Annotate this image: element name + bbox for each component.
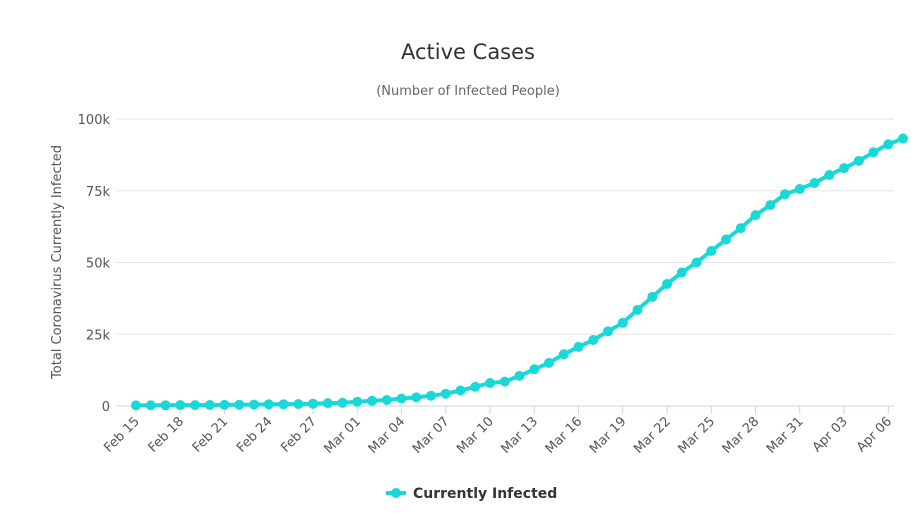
series-line bbox=[134, 136, 905, 408]
data-point[interactable] bbox=[396, 393, 407, 404]
x-tick-label: Mar 13 bbox=[499, 414, 542, 457]
x-tick-label: Mar 31 bbox=[764, 414, 807, 457]
data-point[interactable] bbox=[263, 399, 274, 410]
data-point[interactable] bbox=[853, 155, 864, 166]
data-point[interactable] bbox=[529, 364, 540, 375]
data-point[interactable] bbox=[898, 133, 908, 144]
x-tick-label: Mar 25 bbox=[676, 414, 719, 457]
y-tick-label: 100k bbox=[78, 113, 111, 128]
data-point[interactable] bbox=[160, 400, 171, 411]
data-point[interactable] bbox=[824, 170, 835, 180]
data-point[interactable] bbox=[440, 388, 451, 399]
data-point[interactable] bbox=[485, 378, 495, 388]
x-tick-label: Feb 18 bbox=[146, 414, 188, 456]
grid-lines bbox=[116, 118, 894, 407]
series-currently-infected bbox=[131, 133, 908, 411]
x-tick-label: Mar 07 bbox=[410, 414, 453, 457]
y-tick-label: 0 bbox=[102, 400, 110, 415]
x-tick-label: Mar 01 bbox=[322, 414, 365, 457]
legend-label: Currently Infected bbox=[413, 486, 557, 502]
data-point[interactable] bbox=[175, 400, 186, 411]
data-point[interactable] bbox=[190, 400, 200, 411]
chart-title: Active Cases bbox=[401, 40, 535, 64]
x-tick-label: Feb 27 bbox=[278, 414, 320, 456]
data-point[interactable] bbox=[293, 399, 304, 409]
data-point[interactable] bbox=[721, 234, 731, 245]
x-tick-label: Feb 21 bbox=[190, 414, 232, 456]
data-point[interactable] bbox=[145, 400, 156, 411]
data-point[interactable] bbox=[588, 335, 599, 345]
data-point[interactable] bbox=[573, 341, 584, 352]
legend-marker-symbol bbox=[391, 488, 401, 498]
data-point[interactable] bbox=[352, 396, 363, 407]
x-tick-label: Mar 28 bbox=[720, 414, 763, 457]
data-point[interactable] bbox=[647, 291, 658, 302]
y-tick-label: 25k bbox=[86, 328, 111, 343]
data-point[interactable] bbox=[868, 147, 879, 158]
x-tick-label: Feb 15 bbox=[101, 414, 143, 456]
data-point[interactable] bbox=[426, 390, 436, 401]
data-point[interactable] bbox=[839, 163, 849, 174]
data-point[interactable] bbox=[750, 210, 761, 221]
data-point[interactable] bbox=[131, 400, 141, 411]
data-point[interactable] bbox=[603, 326, 613, 337]
x-tick-label: Feb 24 bbox=[234, 414, 276, 456]
data-point[interactable] bbox=[676, 267, 687, 278]
data-point[interactable] bbox=[691, 257, 702, 268]
data-point[interactable] bbox=[780, 189, 790, 200]
data-point[interactable] bbox=[204, 400, 215, 410]
data-point[interactable] bbox=[455, 385, 466, 396]
chart-subtitle: (Number of Infected People) bbox=[376, 84, 560, 99]
data-point[interactable] bbox=[499, 376, 510, 387]
x-tick-label: Apr 06 bbox=[854, 414, 895, 455]
data-point[interactable] bbox=[411, 392, 422, 403]
x-tick-label: Apr 03 bbox=[810, 414, 851, 455]
data-point[interactable] bbox=[514, 370, 525, 381]
data-point[interactable] bbox=[662, 279, 672, 289]
data-point[interactable] bbox=[809, 178, 820, 188]
data-point[interactable] bbox=[470, 381, 481, 392]
data-point[interactable] bbox=[322, 398, 333, 409]
data-point[interactable] bbox=[278, 399, 289, 410]
y-tick-label: 75k bbox=[86, 185, 111, 200]
data-point[interactable] bbox=[706, 246, 717, 256]
data-point[interactable] bbox=[794, 184, 805, 194]
data-point[interactable] bbox=[308, 398, 318, 409]
y-axis-ticks: 0 25k 50k 75k 100k bbox=[78, 113, 111, 415]
y-tick-label: 50k bbox=[86, 257, 111, 272]
x-axis-ticks: Feb 15 Feb 18 Feb 21 Feb 24 Feb 27 Mar 01 Mar … bbox=[101, 406, 895, 457]
data-point[interactable] bbox=[632, 304, 643, 315]
data-point[interactable] bbox=[883, 139, 894, 150]
y-axis-title: Total Coronavirus Currently Infected bbox=[50, 145, 65, 380]
data-point[interactable] bbox=[544, 357, 554, 368]
data-point[interactable] bbox=[367, 395, 377, 406]
legend[interactable]: Currently Infected bbox=[386, 486, 557, 502]
x-tick-label: Mar 04 bbox=[366, 414, 409, 457]
data-point[interactable] bbox=[617, 317, 628, 328]
data-point[interactable] bbox=[234, 399, 245, 410]
data-point[interactable] bbox=[249, 399, 259, 410]
x-tick-label: Mar 16 bbox=[543, 414, 586, 457]
data-point[interactable] bbox=[765, 200, 776, 211]
data-point[interactable] bbox=[735, 223, 746, 234]
data-point[interactable] bbox=[381, 395, 392, 405]
data-point[interactable] bbox=[219, 399, 230, 410]
data-point[interactable] bbox=[558, 349, 569, 360]
data-point[interactable] bbox=[337, 397, 348, 408]
x-tick-label: Mar 19 bbox=[587, 414, 630, 457]
x-tick-label: Mar 22 bbox=[631, 414, 674, 457]
x-tick-label: Mar 10 bbox=[454, 414, 497, 457]
